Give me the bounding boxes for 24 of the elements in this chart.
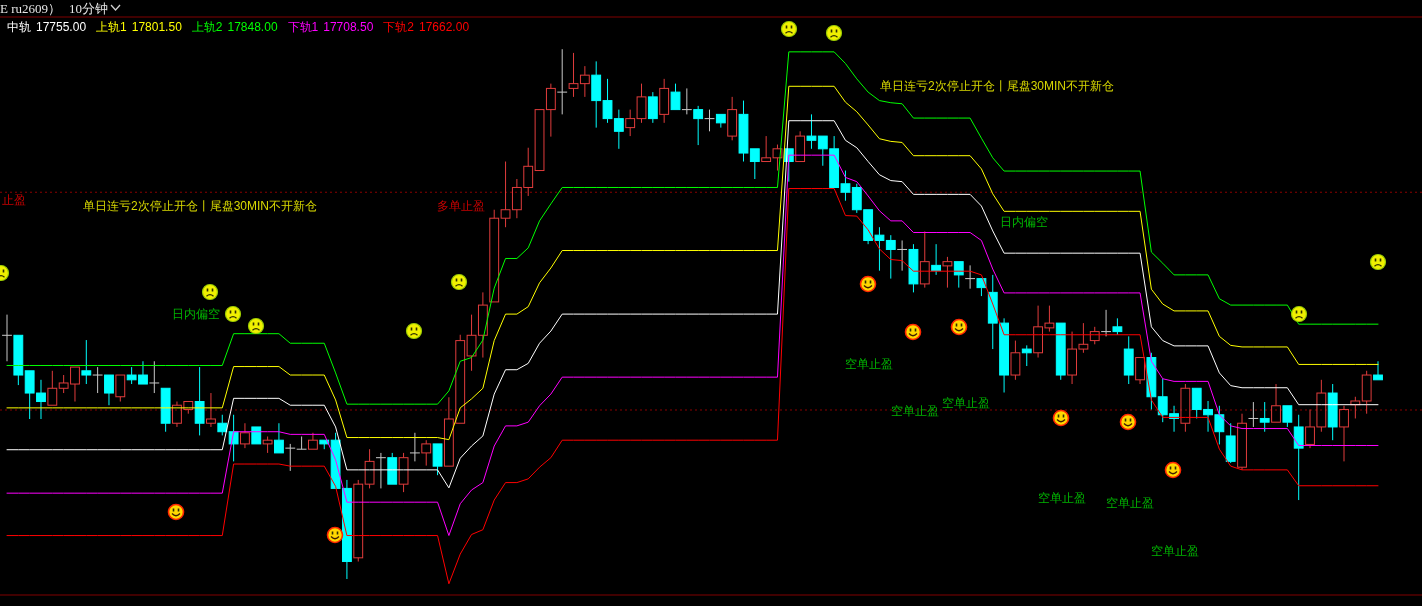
annotation: 空单止盈 (1038, 491, 1086, 505)
text: 中轨 (7, 20, 31, 34)
text: 上轨1 (96, 20, 128, 34)
annotation: 空单止盈 (1106, 496, 1154, 510)
text: 下轨1 (287, 20, 319, 34)
text: 17708.50 (323, 20, 374, 34)
annotation: 日内偏空 (172, 307, 220, 321)
text: 下轨2 (383, 20, 415, 34)
annotation: 空单止盈 (891, 404, 939, 418)
text: 上轨2 (191, 20, 223, 34)
chart-title: E ru2609） (0, 1, 62, 16)
annotation: 日内偏空 (1000, 215, 1048, 229)
chart-subtitle: 10分钟 (69, 1, 109, 16)
annotation: 多单止盈 (437, 199, 485, 213)
text: 17662.00 (419, 20, 470, 34)
text: 17848.00 (227, 20, 278, 34)
text: 17755.00 (36, 20, 87, 34)
annotation: 单日连亏2次停止开仓丨尾盘30MIN不开新仓 (83, 199, 318, 213)
annotation: 空单止盈 (942, 396, 990, 410)
annotation: 空单止盈 (845, 357, 893, 371)
annotation: 止盈 (2, 193, 26, 207)
annotation: 单日连亏2次停止开仓丨尾盘30MIN不开新仓 (880, 79, 1115, 93)
annotation: 空单止盈 (1151, 544, 1199, 558)
text: 17801.50 (131, 20, 183, 34)
